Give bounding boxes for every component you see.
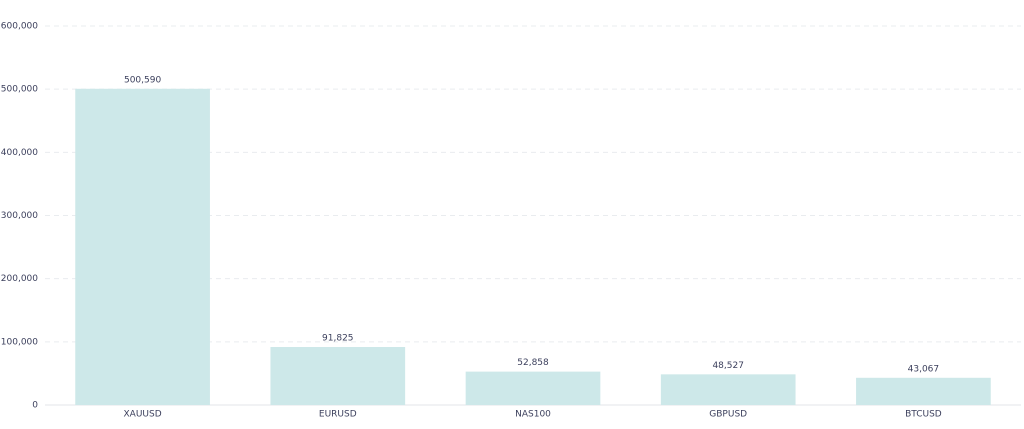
bar — [270, 346, 406, 405]
bar — [660, 374, 796, 405]
x-tick-label: XAUUSD — [124, 410, 162, 420]
y-tick-label: 200,000 — [1, 274, 38, 284]
x-tick-label: BTCUSD — [905, 410, 942, 420]
y-tick-label: 0 — [32, 401, 38, 411]
data-label: 43,067 — [908, 364, 940, 374]
data-label: 500,590 — [124, 75, 161, 85]
y-tick-label: 300,000 — [1, 211, 38, 221]
data-label: 48,527 — [712, 361, 744, 371]
x-tick-label: GBPUSD — [709, 410, 747, 420]
x-tick-label: EURUSD — [319, 410, 357, 420]
y-tick-label: 500,000 — [1, 85, 38, 95]
y-tick-label: 400,000 — [1, 148, 38, 158]
y-tick-label: 100,000 — [1, 337, 38, 347]
x-tick-label: NAS100 — [515, 410, 551, 420]
data-label: 52,858 — [517, 358, 549, 368]
y-tick-label: 600,000 — [1, 22, 38, 32]
bar — [75, 88, 210, 406]
bar — [856, 377, 991, 405]
bar — [465, 371, 601, 405]
data-label: 91,825 — [322, 333, 354, 343]
